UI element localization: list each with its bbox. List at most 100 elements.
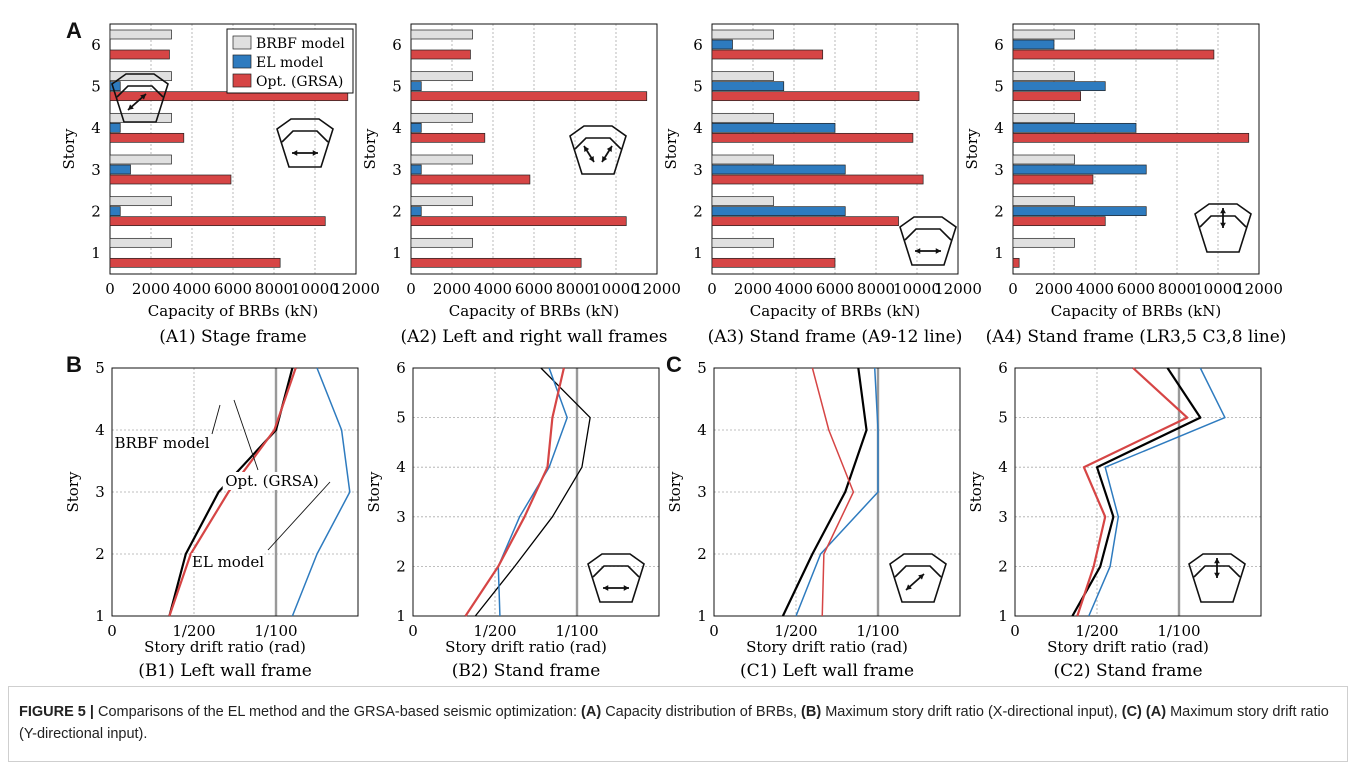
y-tick-label: 1: [95, 607, 105, 625]
panel-letter: B: [66, 352, 82, 377]
bar-opt-grsa-: [1012, 132, 1250, 143]
plot-frame: [412, 367, 660, 617]
bar-brbf-model: [1012, 196, 1075, 207]
x-tick-label: 4000: [1076, 280, 1114, 298]
x-tick-label: 2000: [433, 280, 471, 298]
y-tick-label: 5: [998, 409, 1008, 427]
bar-opt-grsa-: [109, 49, 170, 60]
y-tick-label: 5: [693, 78, 703, 96]
bar-brbf-model: [109, 71, 172, 82]
line-chart-1: 1 2 3 4 5 0 1/200 1/100 Story Story drift ratio (…: [64, 73, 359, 681]
panel-letter: A: [66, 18, 82, 43]
bar-brbf-model: [1012, 237, 1075, 248]
chart-subtitle: (A1) Stage frame: [159, 327, 306, 347]
bar-brbf-model: [109, 196, 172, 207]
chart-subtitle: (A4) Stand frame (LR3,5 C3,8 line): [986, 327, 1287, 347]
x-axis-label: Capacity of BRBs (kN): [449, 302, 620, 320]
legend-label: BRBF model: [256, 36, 345, 52]
y-tick-label: 1: [396, 607, 406, 625]
direction-arrow-head: [1220, 208, 1226, 214]
x-tick-label: 10000: [1194, 280, 1242, 298]
direction-arrow-head: [1214, 572, 1220, 578]
plot-frame: [711, 23, 959, 275]
annotation-leader: [211, 404, 221, 435]
y-tick-label: 1: [91, 244, 101, 262]
frame-icon-outline: [587, 553, 645, 603]
y-tick-label: 1: [998, 607, 1008, 625]
y-tick-label: 3: [91, 161, 101, 179]
x-tick-label: 10000: [893, 280, 941, 298]
direction-arrow-head: [292, 150, 298, 156]
y-tick-label: 4: [91, 119, 101, 137]
bar-brbf-model: [711, 71, 774, 82]
direction-arrow-head: [584, 146, 590, 152]
series-line-brbf-model: [781, 367, 868, 617]
y-axis-label: Story: [60, 128, 78, 170]
bar-brbf-model: [410, 196, 473, 207]
caption-text-2: Capacity distribution of BRBs,: [601, 704, 802, 720]
y-tick-label: 3: [994, 161, 1004, 179]
frame-icon-outline: [111, 73, 169, 123]
bar-opt-grsa-: [109, 257, 281, 268]
bar-opt-grsa-: [410, 49, 471, 60]
frame-icon-inner: [894, 565, 942, 578]
y-tick-label: 4: [697, 421, 707, 439]
annotation-backdrop: [222, 472, 322, 490]
y-tick-label: 4: [392, 119, 402, 137]
bar-brbf-model: [711, 29, 774, 40]
panel-letter: C: [666, 352, 682, 377]
line-chart-2: 1 2 3 4 5 6 0 1/200 1/100 Story Story drift ratio …: [365, 359, 660, 681]
bar-el-model: [410, 81, 422, 92]
direction-arrow-head: [603, 585, 609, 591]
bar-brbf-model: [109, 154, 172, 165]
y-axis-label: Story: [963, 128, 981, 170]
series-line-opt-grsa-: [1076, 367, 1189, 617]
bar-el-model: [1012, 39, 1055, 50]
legend-swatch: [232, 54, 252, 69]
legend: BRBF model EL model Opt. (GRSA): [226, 28, 354, 94]
y-tick-label: 2: [994, 203, 1004, 221]
bar-brbf-model: [410, 71, 473, 82]
bar-opt-grsa-: [711, 257, 836, 268]
bar-el-model: [109, 81, 121, 92]
series-line-brbf-model: [474, 367, 591, 617]
bar-el-model: [711, 164, 846, 175]
y-axis-label: Story: [666, 471, 684, 513]
x-tick-label: 2000: [1035, 280, 1073, 298]
x-tick-label: 10000: [592, 280, 640, 298]
x-tick-label: 0: [408, 622, 418, 640]
y-tick-label: 4: [994, 119, 1004, 137]
legend-swatch: [232, 73, 252, 88]
bar-brbf-model: [410, 112, 473, 123]
y-tick-label: 5: [91, 78, 101, 96]
plot-frame: [109, 23, 357, 275]
x-tick-label: 8000: [556, 280, 594, 298]
y-tick-label: 4: [396, 458, 406, 476]
series-annotation: BRBF model: [114, 434, 209, 452]
y-tick-label: 6: [91, 36, 101, 54]
x-tick-label: 12000: [934, 280, 982, 298]
y-tick-label: 6: [396, 359, 406, 377]
x-tick-label: 8000: [1158, 280, 1196, 298]
series-line-opt-grsa-: [168, 367, 297, 617]
frame-icon-outline: [276, 118, 334, 168]
line-chart-4: 1 2 3 4 5 6 0 1/200 1/100 Story Story drift ratio …: [967, 359, 1262, 681]
bar-brbf-model: [711, 154, 774, 165]
y-axis-label: Story: [365, 471, 383, 513]
y-tick-label: 5: [396, 409, 406, 427]
direction-arrow-head: [1214, 558, 1220, 564]
series-annotation: Opt. (GRSA): [225, 472, 319, 490]
x-axis-label: Story drift ratio (rad): [1047, 638, 1209, 656]
x-tick-label: 1/100: [555, 622, 598, 640]
caption-bold-b: (B): [801, 704, 822, 720]
x-tick-label: 6000: [816, 280, 854, 298]
x-tick-label: 12000: [1235, 280, 1283, 298]
x-axis-label: Story drift ratio (rad): [746, 638, 908, 656]
y-axis-label: Story: [967, 471, 985, 513]
y-tick-label: 2: [95, 545, 105, 563]
bar-el-model: [711, 39, 733, 50]
caption-text-3: Maximum story drift ratio (X-directional…: [821, 704, 1122, 720]
bar-opt-grsa-: [1012, 216, 1106, 227]
y-tick-label: 3: [392, 161, 402, 179]
plot-frame: [410, 23, 658, 275]
